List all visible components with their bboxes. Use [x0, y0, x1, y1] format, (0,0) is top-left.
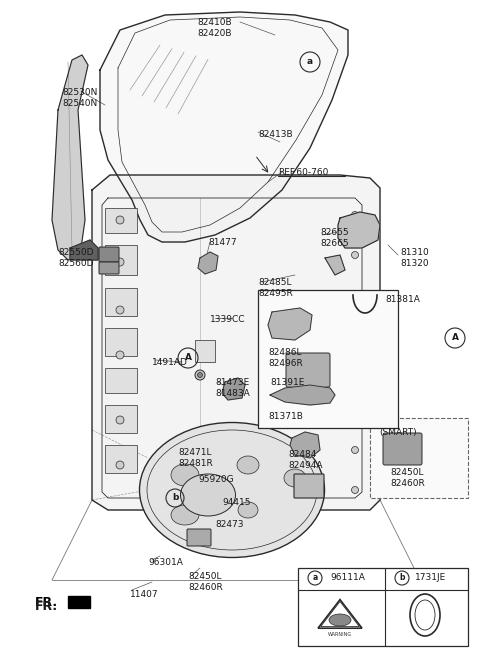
Text: 82450L
82460R: 82450L 82460R: [188, 572, 223, 592]
Text: A: A: [184, 354, 192, 362]
Text: FR.: FR.: [35, 595, 58, 608]
Ellipse shape: [238, 502, 258, 518]
FancyBboxPatch shape: [286, 353, 330, 387]
Bar: [105, 208, 137, 233]
Circle shape: [351, 487, 359, 493]
Bar: [298, 568, 468, 646]
Bar: [105, 368, 137, 393]
Text: 81371B: 81371B: [268, 412, 303, 421]
Text: 1491AD: 1491AD: [152, 358, 188, 367]
Bar: [258, 290, 398, 428]
Text: 95920G: 95920G: [198, 475, 234, 484]
Text: 94415: 94415: [222, 498, 251, 507]
Polygon shape: [290, 432, 320, 458]
Polygon shape: [70, 240, 98, 260]
Text: 82550D
82560D: 82550D 82560D: [58, 248, 94, 268]
Text: 82655
82665: 82655 82665: [320, 228, 348, 248]
Ellipse shape: [171, 464, 199, 486]
Text: 81381A: 81381A: [385, 295, 420, 304]
Text: 82530N
82540N: 82530N 82540N: [62, 88, 97, 108]
Ellipse shape: [329, 614, 351, 626]
Ellipse shape: [171, 505, 199, 525]
Text: 11407: 11407: [130, 590, 158, 599]
Text: 81477: 81477: [208, 238, 237, 247]
Text: 82473: 82473: [215, 520, 243, 529]
Circle shape: [195, 370, 205, 380]
Text: A: A: [452, 333, 458, 343]
Circle shape: [351, 386, 359, 394]
Bar: [105, 288, 137, 316]
Ellipse shape: [180, 474, 236, 516]
Polygon shape: [338, 212, 380, 248]
Ellipse shape: [284, 469, 306, 487]
Circle shape: [116, 306, 124, 314]
Text: 81310
81320: 81310 81320: [400, 248, 429, 268]
Text: 82413B: 82413B: [258, 130, 293, 139]
Circle shape: [351, 447, 359, 453]
Bar: [105, 328, 137, 356]
FancyBboxPatch shape: [383, 433, 422, 465]
Bar: [105, 445, 137, 473]
Bar: [105, 405, 137, 433]
Text: REF.60-760: REF.60-760: [278, 168, 328, 177]
Bar: [105, 245, 137, 275]
Text: 81473E
81483A: 81473E 81483A: [215, 378, 250, 398]
Circle shape: [351, 337, 359, 343]
Circle shape: [116, 416, 124, 424]
Circle shape: [116, 461, 124, 469]
Circle shape: [197, 373, 203, 377]
Circle shape: [351, 212, 359, 219]
Text: 82450L
82460R: 82450L 82460R: [390, 468, 425, 488]
Polygon shape: [198, 252, 218, 274]
Text: 82410B
82420B: 82410B 82420B: [198, 18, 232, 38]
Text: 81391E: 81391E: [270, 378, 304, 387]
Text: WARNING: WARNING: [328, 633, 352, 637]
Polygon shape: [100, 12, 348, 242]
Polygon shape: [68, 596, 90, 608]
Circle shape: [351, 252, 359, 259]
Text: 82471L
82481R: 82471L 82481R: [178, 448, 213, 468]
Text: a: a: [307, 58, 313, 67]
FancyBboxPatch shape: [294, 474, 324, 498]
Polygon shape: [52, 55, 88, 260]
Text: b: b: [172, 493, 178, 502]
Ellipse shape: [140, 422, 324, 557]
Polygon shape: [268, 308, 312, 340]
Circle shape: [116, 258, 124, 266]
FancyBboxPatch shape: [99, 247, 119, 262]
Circle shape: [116, 216, 124, 224]
Text: 96111A: 96111A: [330, 574, 365, 582]
FancyBboxPatch shape: [99, 262, 119, 274]
Polygon shape: [92, 175, 380, 510]
Text: (SMART): (SMART): [379, 428, 417, 437]
Text: b: b: [399, 574, 405, 582]
Circle shape: [116, 351, 124, 359]
Ellipse shape: [237, 456, 259, 474]
Text: 82484
82494A: 82484 82494A: [288, 450, 323, 470]
Bar: [370, 418, 468, 498]
Text: 82485L
82495R: 82485L 82495R: [258, 278, 293, 298]
Text: 1339CC: 1339CC: [210, 315, 245, 324]
Text: 82486L
82496R: 82486L 82496R: [268, 348, 303, 368]
FancyBboxPatch shape: [187, 529, 211, 546]
Text: a: a: [312, 574, 318, 582]
Polygon shape: [270, 385, 335, 405]
Text: FR.: FR.: [35, 600, 58, 613]
Text: 96301A: 96301A: [148, 558, 183, 567]
Bar: [195, 340, 215, 362]
Polygon shape: [325, 255, 345, 275]
Polygon shape: [222, 378, 245, 400]
Text: 1731JE: 1731JE: [415, 574, 446, 582]
